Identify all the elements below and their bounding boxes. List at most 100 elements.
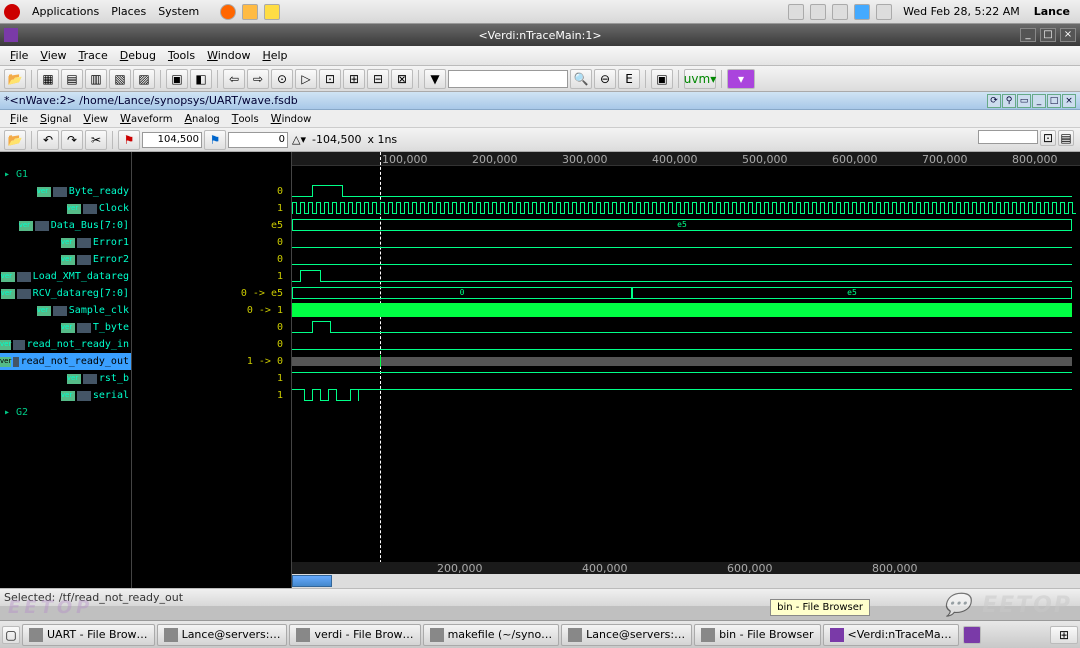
wave-panel[interactable]: 100,000200,000300,000400,000500,000600,0… [292,152,1080,588]
tool-icon[interactable]: ⊟ [367,69,389,89]
signal-byte-ready[interactable]: ver Byte_ready [0,183,131,200]
maximize-button[interactable]: □ [1040,28,1056,42]
tool-icon[interactable]: ▦ [37,69,59,89]
signal-read-not-ready-in[interactable]: ver read_not_ready_in [0,336,131,353]
redo-icon[interactable]: ↷ [61,130,83,150]
signal-rcv-datareg-7-0-[interactable]: ver RCV_datareg[7:0] [0,285,131,302]
back-icon[interactable]: ⇦ [223,69,245,89]
tool-icon[interactable]: ▷ [295,69,317,89]
value-panel[interactable]: 01e50010 -> e50 -> 1001 -> 011 [132,152,292,588]
wave-row[interactable] [292,234,1080,251]
tool-icon[interactable]: E [618,69,640,89]
firefox-icon[interactable] [220,4,236,20]
wave-row[interactable] [292,404,1080,421]
taskbar-item[interactable]: makefile (~/syno… [423,624,560,646]
tool-icon[interactable]: ▧ [109,69,131,89]
signal-data-bus-7-0-[interactable]: ver Data_Bus[7:0] [0,217,131,234]
undo-icon[interactable]: ↶ [37,130,59,150]
signal-serial[interactable]: ver serial [0,387,131,404]
signal-error1[interactable]: ver Error1 [0,234,131,251]
min-icon[interactable]: _ [1032,94,1046,108]
tool-icon[interactable]: ◧ [190,69,212,89]
taskbar-item[interactable]: bin - File Browser [694,624,820,646]
signal-read-not-ready-out[interactable]: ver read_not_ready_out [0,353,131,370]
pin-icon[interactable]: ⚲ [1002,94,1016,108]
tool-icon[interactable]: ⊖ [594,69,616,89]
wave-row[interactable]: 0e5 [292,285,1080,302]
tray-icon-2[interactable] [810,4,826,20]
gnome-clock[interactable]: Wed Feb 28, 5:22 AM [895,5,1028,18]
menu-tools[interactable]: Tools [162,49,201,62]
nwave-menu-tools[interactable]: Tools [226,112,265,125]
redhat-icon[interactable] [4,4,20,20]
signal-g1[interactable]: ▸ G1 [0,166,131,183]
wave-row[interactable] [292,183,1080,200]
forward-icon[interactable]: ⇨ [247,69,269,89]
menu-trace[interactable]: Trace [73,49,114,62]
time-b-input[interactable] [228,132,288,148]
search-icon[interactable]: 🔍 [570,69,592,89]
app-icon[interactable] [242,4,258,20]
aux-input[interactable] [978,130,1038,144]
tool-icon[interactable]: ▣ [166,69,188,89]
signal-clock[interactable]: ver Clock [0,200,131,217]
menu-view[interactable]: View [34,49,72,62]
tool-icon[interactable]: ▼ [424,69,446,89]
nwave-menu-window[interactable]: Window [265,112,318,125]
menu-window[interactable]: Window [201,49,256,62]
signal-error2[interactable]: ver Error2 [0,251,131,268]
time-a-input[interactable] [142,132,202,148]
close-icon[interactable]: × [1062,94,1076,108]
menu-debug[interactable]: Debug [114,49,162,62]
open-icon[interactable]: 📂 [4,130,26,150]
menu-file[interactable]: File [4,49,34,62]
notes-icon[interactable] [264,4,280,20]
gnome-menu-system[interactable]: System [152,5,205,18]
marker-b-icon[interactable]: ⚑ [204,130,226,150]
close-button[interactable]: × [1060,28,1076,42]
aux-icon[interactable]: ⊡ [1040,130,1056,146]
taskbar-item[interactable]: <Verdi:nTraceMa… [823,624,959,646]
gnome-menu-apps[interactable]: Applications [26,5,105,18]
search-input[interactable] [448,70,568,88]
signal-rst-b[interactable]: ver rst_b [0,370,131,387]
signal-sample-clk[interactable]: ver Sample_clk [0,302,131,319]
wave-row[interactable] [292,268,1080,285]
taskbar-item[interactable]: UART - File Brow… [22,624,155,646]
gnome-menu-places[interactable]: Places [105,5,152,18]
tool-icon[interactable]: ▥ [85,69,107,89]
tool-icon[interactable]: ▾ [727,69,755,89]
nwave-menu-view[interactable]: View [77,112,114,125]
scroll-thumb[interactable] [292,575,332,587]
taskbar-item[interactable]: Lance@servers:… [157,624,288,646]
show-desktop-icon[interactable]: ▢ [2,626,20,644]
signal-g2[interactable]: ▸ G2 [0,404,131,421]
dock-icon[interactable]: ▭ [1017,94,1031,108]
wave-row[interactable] [292,353,1080,370]
tool-icon[interactable]: ⊙ [271,69,293,89]
tool-icon[interactable]: ⊡ [319,69,341,89]
minimize-button[interactable]: _ [1020,28,1036,42]
wave-row[interactable]: e5 [292,217,1080,234]
gnome-user[interactable]: Lance [1028,5,1076,18]
menu-help[interactable]: Help [256,49,293,62]
h-scrollbar[interactable] [292,574,1080,588]
aux-icon[interactable]: ▤ [1058,130,1074,146]
taskbar-item[interactable]: Lance@servers:… [561,624,692,646]
tool-icon[interactable]: ▨ [133,69,155,89]
time-ruler[interactable]: 100,000200,000300,000400,000500,000600,0… [292,152,1080,166]
refresh-icon[interactable]: ⟳ [987,94,1001,108]
wave-row[interactable] [292,319,1080,336]
volume-icon[interactable] [832,4,848,20]
wave-row[interactable] [292,200,1080,217]
tool-icon[interactable]: ⊞ [343,69,365,89]
network-icon[interactable] [876,4,892,20]
signal-t-byte[interactable]: ver T_byte [0,319,131,336]
bluetooth-icon[interactable] [854,4,870,20]
wave-row[interactable] [292,336,1080,353]
taskbar-item[interactable]: verdi - File Brow… [289,624,420,646]
signal-panel[interactable]: ▸ G1ver Byte_readyver Clockver Data_Bus[… [0,152,132,588]
tool-icon[interactable]: ⊠ [391,69,413,89]
signal-load-xmt-datareg[interactable]: ver Load_XMT_datareg [0,268,131,285]
wave-row[interactable] [292,387,1080,404]
